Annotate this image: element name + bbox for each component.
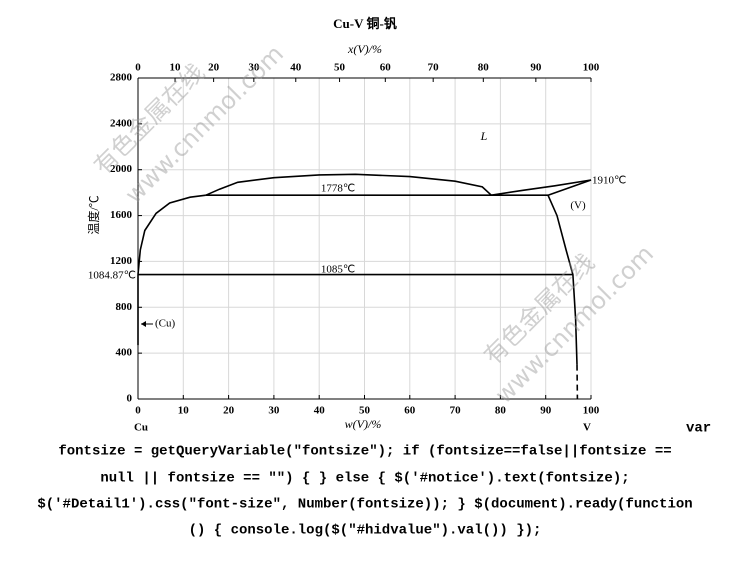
x-tick-label: 40 [314, 405, 326, 417]
x-tick-label: 90 [540, 405, 552, 417]
annotation: 1085℃ [321, 264, 355, 276]
code-text: fontsize = getQueryVariable(″fontsize″);… [58, 444, 671, 460]
annotation: V [583, 422, 591, 434]
arrow-head [141, 321, 146, 327]
x2-tick-label: 20 [208, 62, 220, 74]
x2-tick-label: 40 [290, 62, 302, 74]
code-text: var [686, 421, 711, 437]
x-tick-label: 80 [495, 405, 507, 417]
x-tick-label: 50 [359, 405, 371, 417]
x2-tick-label: 60 [380, 62, 392, 74]
x2-tick-label: 90 [530, 62, 542, 74]
phase-boundary [547, 194, 578, 365]
annotation: (Cu) [155, 318, 176, 330]
x2-tick-label: 100 [583, 62, 600, 74]
y-tick-label: 800 [116, 301, 133, 313]
y-tick-label: 1600 [110, 209, 133, 221]
x2-tick-label: 0 [135, 62, 141, 74]
y-tick-label: 2800 [110, 72, 133, 84]
x-tick-label: 0 [135, 405, 141, 417]
code-text: $('#Detail1').css(″font-size″, Number(fo… [37, 497, 692, 513]
x2-tick-label: 50 [334, 62, 346, 74]
annotation: 1778℃ [321, 183, 355, 195]
y-tick-label: 2000 [110, 163, 133, 175]
x-tick-label: 20 [223, 405, 235, 417]
annotation: 1084.87℃ [88, 270, 136, 282]
annotation: (V) [570, 200, 586, 212]
x-tick-label: 100 [583, 405, 600, 417]
y-tick-label: 1200 [110, 255, 133, 267]
annotation: L [480, 129, 488, 143]
y-tick-label: 0 [127, 393, 133, 405]
x2-tick-label: 80 [478, 62, 490, 74]
y-tick-label: 2400 [110, 117, 133, 129]
annotation: Cu [134, 422, 148, 434]
phase-boundary [547, 179, 592, 196]
x-tick-label: 30 [268, 405, 280, 417]
phase-boundary [137, 194, 207, 275]
x-tick-label: 70 [450, 405, 462, 417]
x2-axis-label: x(V)/% [347, 42, 382, 56]
y-axis-label: 温度/℃ [86, 195, 101, 234]
x-tick-label: 60 [404, 405, 416, 417]
y-tick-label: 400 [116, 347, 133, 359]
code-text: null || fontsize == ″″) { } else { $('#n… [100, 471, 629, 487]
x2-tick-label: 30 [248, 62, 260, 74]
x2-tick-label: 70 [428, 62, 440, 74]
x-tick-label: 10 [178, 405, 190, 417]
x-axis-label: w(V)/% [345, 417, 382, 431]
x2-tick-label: 10 [170, 62, 182, 74]
phase-boundary [205, 173, 492, 196]
annotation: 1910℃ [592, 175, 626, 187]
phase-boundary [491, 179, 592, 196]
chart-title: Cu-V 铜-钒 [333, 16, 397, 31]
code-text: () { console.log($(″#hidvalue″).val()) }… [189, 523, 542, 539]
